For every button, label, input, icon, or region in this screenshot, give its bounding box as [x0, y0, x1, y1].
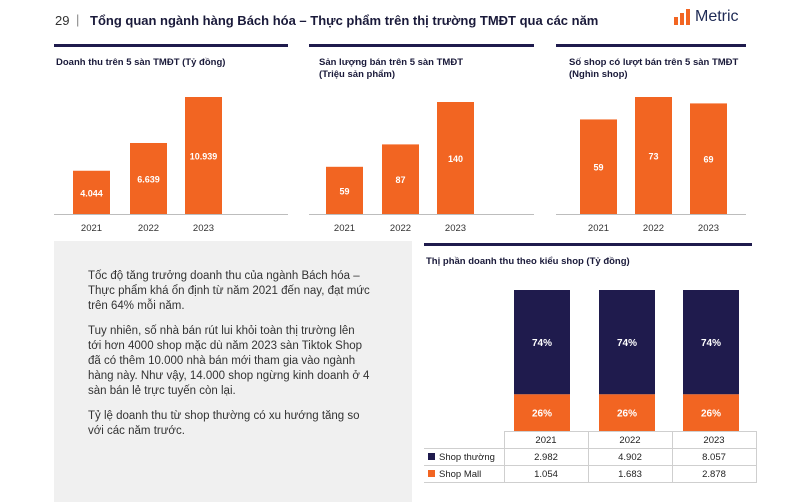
shops-bar-chart: 59 2021 73 2022 69 2023: [556, 97, 746, 234]
chart-4-title: Thị phần doanh thu theo kiểu shop (Tỷ đồ…: [426, 256, 630, 267]
metric-logo: Metric: [674, 9, 739, 25]
legend-square-icon: [428, 470, 435, 478]
stack-segment-shop-thuong: [683, 290, 739, 395]
commentary-box: Tốc độ tăng trưởng doanh thu của ngành B…: [54, 241, 412, 502]
bar-2022: [382, 144, 419, 214]
stack-segment-shop-mall: [514, 394, 570, 431]
data-label: 59: [339, 186, 349, 196]
data-label: 87: [395, 175, 405, 185]
table-cell: 1.054: [503, 465, 589, 483]
market-share-stacked-chart: 74% 26% 74% 26% 74% 26%: [514, 290, 739, 431]
x-tick-label: 2023: [445, 223, 466, 234]
chart-1-title: Doanh thu trên 5 sàn TMĐT (Tỷ đồng): [56, 57, 225, 69]
data-label: 140: [448, 154, 463, 164]
percent-label: 74%: [617, 338, 637, 349]
page-header: 29 | Tổng quan ngành hàng Bách hóa – Thự…: [0, 0, 802, 40]
series-name-shop-mall: Shop Mall: [439, 468, 482, 480]
table-cell: 2.982: [503, 448, 589, 466]
data-label: 4.044: [80, 188, 103, 198]
stack-segment-shop-thuong: [514, 290, 570, 395]
percent-label: 74%: [532, 338, 552, 349]
x-tick-label: 2022: [643, 223, 664, 234]
chart-1-rule: [54, 44, 288, 47]
volume-bar-chart: 59 2021 87 2022 140 2023: [309, 102, 534, 234]
bar-2021: [73, 170, 110, 214]
chart-1-title-line: Doanh thu trên 5 sàn TMĐT (Tỷ đồng): [56, 57, 226, 68]
logo-text: Metric: [695, 8, 739, 25]
chart-3-title-line: Số shop có lượt bán trên 5 sàn TMĐT: [569, 57, 739, 68]
stack-segment-shop-thuong: [599, 290, 655, 395]
table-year-2022: 2022: [587, 431, 673, 449]
legend-square-icon: [428, 453, 435, 461]
series-name-shop-thuong: Shop thường: [439, 451, 495, 463]
table-cell: 1.683: [587, 465, 673, 483]
chart-3-subtitle: (Nghìn shop): [569, 69, 628, 80]
bar-2022: [130, 142, 167, 214]
data-label: 69: [703, 155, 713, 165]
commentary-paragraph-1: Tốc độ tăng trưởng doanh thu của ngành B…: [88, 270, 370, 312]
bar-2021: [326, 166, 363, 214]
x-tick-label: 2023: [193, 223, 214, 234]
table-cell: 2.878: [671, 465, 757, 483]
chart-2-title: Sản lượng bán trên 5 sàn TMĐT (Triệu sản…: [319, 57, 463, 81]
commentary-paragraph-2: Tuy nhiên, số nhà bán rút lui khỏi toàn …: [88, 325, 370, 397]
page-title: Tổng quan ngành hàng Bách hóa – Thực phẩ…: [90, 13, 599, 28]
x-tick-label: 2022: [390, 223, 411, 234]
table-cell: 4.902: [587, 448, 673, 466]
chart-3-title: Số shop có lượt bán trên 5 sàn TMĐT (Ngh…: [569, 57, 738, 81]
shop-type-data-table: 2021 2022 2023 Shop thường 2.982 4.902 8…: [424, 431, 757, 483]
bar-2021: [580, 119, 617, 214]
x-tick-label: 2021: [588, 223, 609, 234]
bar-chart-logo-icon: [674, 9, 690, 25]
header-separator: |: [76, 12, 80, 27]
table-year-2021: 2021: [503, 431, 589, 449]
chart-2-rule: [309, 44, 534, 47]
x-tick-label: 2021: [81, 223, 102, 234]
data-label: 73: [648, 152, 658, 162]
commentary-paragraph-3: Tỷ lệ doanh thu từ shop thường có xu hướ…: [88, 410, 360, 437]
bar-2023: [185, 97, 222, 214]
data-label: 6.639: [137, 174, 160, 184]
percent-label: 26%: [532, 409, 552, 420]
data-label: 59: [593, 163, 603, 173]
data-label: 10.939: [190, 152, 218, 162]
stack-segment-shop-mall: [683, 394, 739, 431]
bar-2022: [635, 97, 672, 214]
table-corner-cell: [424, 431, 505, 449]
x-tick-label: 2023: [698, 223, 719, 234]
table-row-shop-thuong: Shop thường 2.982 4.902 8.057: [424, 448, 757, 466]
chart-4-rule: [424, 243, 752, 246]
stack-segment-shop-mall: [599, 394, 655, 431]
table-header-row: 2021 2022 2023: [424, 431, 757, 449]
table-cell: 8.057: [671, 448, 757, 466]
chart-2-subtitle: (Triệu sản phẩm): [319, 69, 396, 80]
bar-2023: [437, 102, 474, 214]
x-tick-label: 2021: [334, 223, 355, 234]
page-number: 29: [55, 13, 70, 28]
percent-label: 26%: [617, 409, 637, 420]
chart-2-title-line: Sản lượng bán trên 5 sàn TMĐT: [319, 57, 464, 68]
table-label-shop-thuong: Shop thường: [424, 448, 505, 466]
x-tick-label: 2022: [138, 223, 159, 234]
percent-label: 26%: [701, 409, 721, 420]
table-label-shop-mall: Shop Mall: [424, 465, 505, 483]
percent-label: 74%: [701, 338, 721, 349]
bar-2023: [690, 103, 727, 214]
chart-3-rule: [556, 44, 746, 47]
table-year-2023: 2023: [671, 431, 757, 449]
table-row-shop-mall: Shop Mall 1.054 1.683 2.878: [424, 465, 757, 483]
revenue-bar-chart: 4.044 2021 6.639 2022 10.939 2023: [54, 97, 288, 234]
